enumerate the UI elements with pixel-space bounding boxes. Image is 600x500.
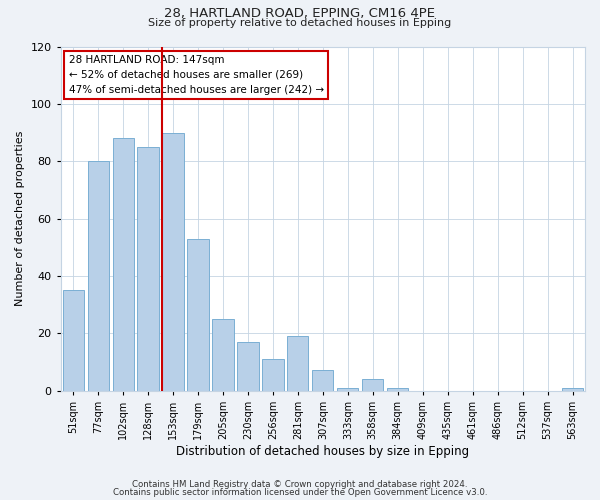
X-axis label: Distribution of detached houses by size in Epping: Distribution of detached houses by size … xyxy=(176,444,469,458)
Y-axis label: Number of detached properties: Number of detached properties xyxy=(15,131,25,306)
Text: Contains public sector information licensed under the Open Government Licence v3: Contains public sector information licen… xyxy=(113,488,487,497)
Bar xyxy=(137,147,159,390)
Bar xyxy=(362,379,383,390)
Bar xyxy=(287,336,308,390)
Bar xyxy=(62,290,84,390)
Bar xyxy=(88,161,109,390)
Bar xyxy=(113,138,134,390)
Bar xyxy=(187,238,209,390)
Text: 28 HARTLAND ROAD: 147sqm
← 52% of detached houses are smaller (269)
47% of semi-: 28 HARTLAND ROAD: 147sqm ← 52% of detach… xyxy=(68,55,323,94)
Bar xyxy=(562,388,583,390)
Bar xyxy=(312,370,334,390)
Text: Size of property relative to detached houses in Epping: Size of property relative to detached ho… xyxy=(148,18,452,28)
Bar xyxy=(387,388,409,390)
Text: 28, HARTLAND ROAD, EPPING, CM16 4PE: 28, HARTLAND ROAD, EPPING, CM16 4PE xyxy=(164,8,436,20)
Bar xyxy=(262,359,284,390)
Bar xyxy=(212,319,233,390)
Bar xyxy=(337,388,358,390)
Bar xyxy=(163,132,184,390)
Bar xyxy=(238,342,259,390)
Text: Contains HM Land Registry data © Crown copyright and database right 2024.: Contains HM Land Registry data © Crown c… xyxy=(132,480,468,489)
